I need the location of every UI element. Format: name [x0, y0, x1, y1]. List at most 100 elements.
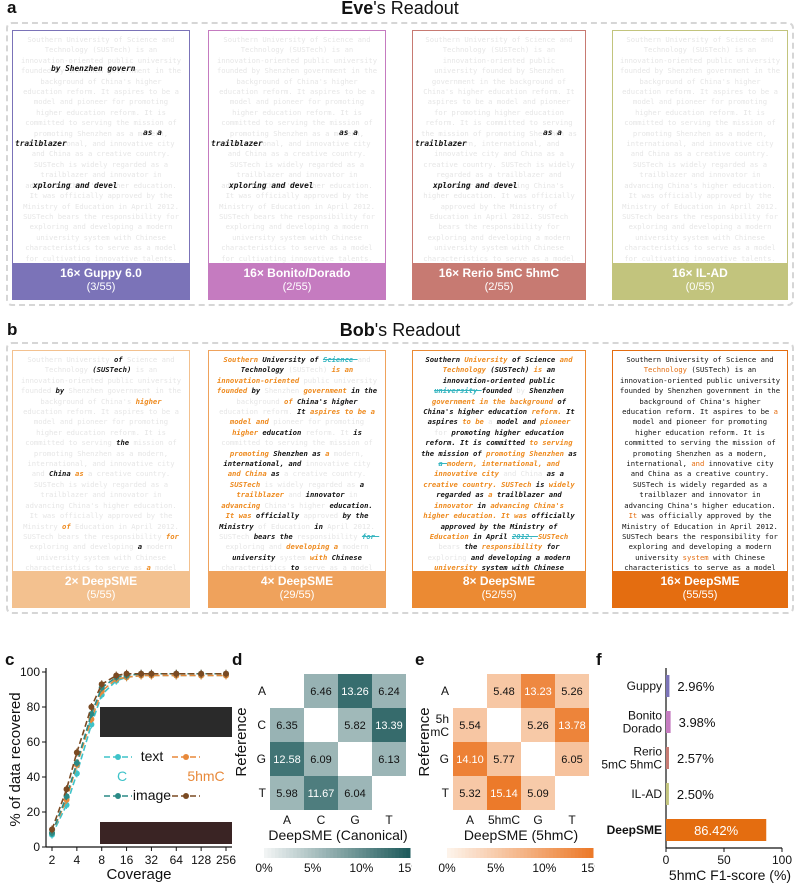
heatmap-cell	[555, 708, 589, 742]
data-point	[49, 826, 55, 833]
eve-card-2: Southern University of Science and Techn…	[412, 30, 586, 300]
colorbar-segment	[523, 848, 528, 858]
canonical-heatmap: 6.46 13.26 6.24 6.35 5.82 13.39 12.58 6.09 6.13 5…	[233, 674, 412, 875]
cell-value: 5.82	[344, 720, 365, 732]
readout-text: Southern University of Science and Techn…	[216, 355, 382, 607]
colorbar-segment	[351, 848, 356, 858]
colorbar-segment	[578, 848, 583, 858]
series-line	[51, 674, 226, 836]
colorbar-segment	[347, 848, 353, 858]
card-score: (3/55)	[86, 281, 116, 293]
cell-value: 5.26	[561, 686, 582, 698]
y-tick-label: 20	[27, 805, 41, 819]
cell-value: 5.09	[527, 788, 548, 800]
colorbar-segment	[527, 848, 532, 858]
colorbar-segment	[373, 848, 378, 858]
bar-value-label: 3.98%	[679, 715, 716, 730]
cell-value: 15.14	[490, 788, 518, 800]
heatmap-cell	[270, 742, 304, 776]
col-label: 5hmC	[488, 813, 520, 827]
row-label: mC	[430, 725, 449, 739]
colorbar-segment	[304, 848, 309, 858]
card-title: 16× IL-AD	[672, 266, 728, 280]
colorbar-segment	[476, 848, 481, 858]
bar-value-label: 2.96%	[677, 679, 714, 694]
colorbar-label: 5%	[304, 861, 322, 875]
legend-image-strip-top	[100, 707, 232, 737]
panel-letter-d: d	[232, 650, 243, 669]
col-label: G	[350, 813, 359, 827]
heatmap-cell	[304, 674, 338, 708]
bar	[666, 711, 671, 733]
heatmap-cell	[304, 742, 338, 776]
card-title: 8× DeepSME	[462, 574, 536, 588]
data-point	[73, 749, 80, 756]
recovered-fragment: as a	[543, 128, 562, 137]
category-label: Dorado	[623, 722, 663, 736]
colorbar-segment	[340, 848, 345, 858]
y-axis-label: Reference	[416, 707, 433, 776]
heatmap-cell	[372, 708, 406, 742]
card-label: 16× Rerio 5mC 5hmC (2/55)	[413, 263, 585, 299]
colorbar-segment	[589, 848, 594, 858]
panel-letter-e: e	[415, 650, 425, 669]
colorbar-segment	[538, 848, 543, 858]
colorbar-segment	[571, 848, 576, 858]
y-axis-label: Reference	[233, 707, 250, 776]
colorbar-segment	[472, 848, 477, 858]
colorbar-segment	[274, 848, 280, 858]
colorbar-segment	[534, 848, 539, 858]
data-point	[173, 670, 180, 677]
bar	[666, 783, 669, 805]
colorbar-segment	[289, 848, 294, 858]
card-score: (55/55)	[682, 589, 718, 601]
heatmap-cell	[521, 708, 555, 742]
card-title: 16× Rerio 5mC 5hmC	[438, 266, 560, 280]
legend-image-label: image	[133, 787, 171, 803]
panel-letter-f: f	[596, 650, 602, 669]
x-tick-label: 16	[120, 853, 134, 867]
card-score: (5/55)	[86, 589, 116, 601]
card-label: 16× DeepSME (55/55)	[613, 571, 787, 607]
colorbar-segment	[505, 848, 510, 858]
colorbar-segment	[271, 848, 276, 858]
cell-value: 6.05	[561, 754, 582, 766]
colorbar-segment	[465, 848, 470, 858]
data-point	[148, 670, 155, 677]
colorbar-segment	[395, 848, 400, 858]
colorbar-segment	[461, 848, 466, 858]
x-tick-label: 100	[772, 853, 792, 867]
heatmap-cell	[555, 674, 589, 708]
bob-card-1: Southern University of Science and Techn…	[208, 350, 386, 608]
y-axis-label: % of data recovered	[7, 692, 24, 826]
legend-marker	[183, 754, 189, 760]
recovered-fragment: as a	[143, 128, 162, 137]
colorbar-segment	[282, 848, 287, 858]
x-axis-label: DeepSME (5hmC)	[464, 827, 578, 843]
heatmap-cell	[487, 776, 521, 810]
colorbar-segment	[563, 848, 568, 858]
recovered-fragment: xploring and devel	[229, 181, 314, 190]
data-point	[88, 704, 95, 710]
colorbar-label: 10%	[349, 861, 373, 875]
heatmap-cell	[270, 776, 304, 810]
colorbar-segment	[369, 848, 374, 858]
legend-text-label: text	[141, 748, 164, 764]
x-tick-label: 128	[191, 853, 211, 867]
colorbar-label: 10%	[532, 861, 556, 875]
colorbar-segment	[318, 848, 323, 858]
x-tick-label: 50	[717, 853, 731, 867]
colorbar-label: 5%	[487, 861, 505, 875]
category-label: DeepSME	[607, 823, 662, 837]
readout-text: Southern University of Science and Techn…	[421, 355, 582, 607]
colorbar-segment	[278, 848, 283, 858]
col-label: A	[466, 813, 474, 827]
col-label: C	[317, 813, 326, 827]
colorbar-segment	[399, 848, 404, 858]
legend-image-strip-bottom	[100, 822, 232, 844]
category-label: 5mC 5hmC	[601, 758, 662, 772]
colorbar-segment	[315, 848, 320, 858]
card-label: 16× IL-AD (0/55)	[613, 263, 787, 299]
colorbar-segment	[380, 848, 385, 858]
readout-text: Southern University of Science and Techn…	[421, 35, 577, 299]
